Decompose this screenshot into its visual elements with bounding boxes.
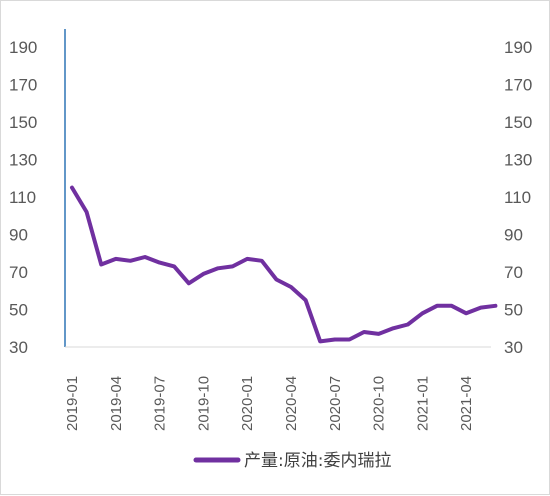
y-tick-label-left: 150 <box>9 113 37 132</box>
series-layer <box>70 185 498 344</box>
x-tick-label: 2020-04 <box>283 376 300 431</box>
y-tick-label-right: 50 <box>504 301 523 320</box>
x-tick-label: 2019-07 <box>152 376 169 431</box>
x-tick-label: 2021-01 <box>414 376 431 431</box>
legend: 产量:原油:委内瑞拉 <box>193 451 391 471</box>
y-tick-label-left: 110 <box>9 188 36 207</box>
x-tick-label: 2020-01 <box>239 376 256 431</box>
y-tick-label-right: 110 <box>504 188 531 207</box>
y-tick-label-right: 30 <box>504 338 523 357</box>
y-tick-label-right: 90 <box>504 226 523 245</box>
y-tick-label-left: 190 <box>9 38 37 57</box>
y-tick-label-left: 30 <box>9 338 28 357</box>
right-y-axis: 30 50 70 90 110 130 150 170 190 <box>504 38 532 357</box>
y-tick-label-right: 130 <box>504 151 532 170</box>
x-axis: 2019-01 2019-04 2019-07 2019-10 2020-01 2020-… <box>64 376 475 431</box>
y-tick-label-left: 130 <box>9 151 37 170</box>
x-tick-label: 2021-04 <box>458 376 475 431</box>
x-tick-label: 2020-10 <box>371 376 388 431</box>
y-tick-label-right: 70 <box>504 263 523 282</box>
x-tick-label: 2019-10 <box>195 376 212 431</box>
series-line <box>70 185 498 344</box>
x-tick-label: 2020-07 <box>327 376 344 431</box>
y-tick-label-right: 150 <box>504 113 532 132</box>
left-y-axis: 30 50 70 90 110 130 150 170 190 <box>9 38 37 357</box>
x-tick-label: 2019-04 <box>108 376 125 431</box>
x-tick-label: 2019-01 <box>64 376 81 431</box>
y-tick-label-right: 170 <box>504 76 532 95</box>
y-tick-label-left: 170 <box>9 76 37 95</box>
y-tick-label-left: 70 <box>9 263 28 282</box>
y-tick-label-left: 90 <box>9 226 28 245</box>
y-tick-label-left: 50 <box>9 301 28 320</box>
legend-label: 产量:原油:委内瑞拉 <box>244 451 391 471</box>
y-tick-label-right: 190 <box>504 38 532 57</box>
